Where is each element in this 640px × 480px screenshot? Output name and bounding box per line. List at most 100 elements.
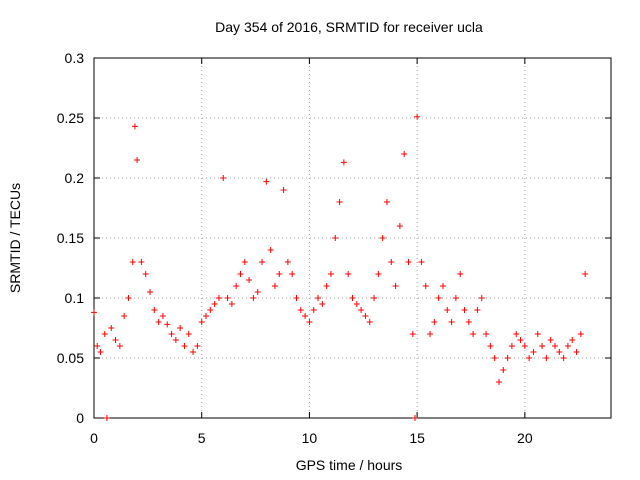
data-point xyxy=(405,259,412,265)
data-point xyxy=(198,319,205,325)
data-point xyxy=(267,247,274,253)
data-point xyxy=(108,325,115,331)
x-tick-label: 0 xyxy=(90,430,98,446)
data-point xyxy=(134,157,141,163)
data-point xyxy=(435,295,442,301)
data-point xyxy=(409,331,416,337)
data-point xyxy=(121,313,128,319)
data-point xyxy=(138,259,145,265)
data-point xyxy=(259,259,266,265)
data-point xyxy=(310,307,317,313)
data-point xyxy=(289,271,296,277)
data-point xyxy=(241,259,248,265)
data-point xyxy=(315,295,322,301)
x-tick-label: 5 xyxy=(198,430,206,446)
data-point xyxy=(379,235,386,241)
data-point xyxy=(181,343,188,349)
data-point xyxy=(224,295,231,301)
data-point xyxy=(254,289,261,295)
data-point xyxy=(332,235,339,241)
data-point xyxy=(284,259,291,265)
data-point xyxy=(280,187,287,193)
data-point xyxy=(556,349,563,355)
data-point xyxy=(207,307,214,313)
data-point xyxy=(452,295,459,301)
data-point xyxy=(203,313,210,319)
data-point xyxy=(573,349,580,355)
data-point xyxy=(487,343,494,349)
data-point xyxy=(577,331,584,337)
data-point xyxy=(147,289,154,295)
data-point xyxy=(396,223,403,229)
data-point xyxy=(319,301,326,307)
data-point xyxy=(560,355,567,361)
data-point xyxy=(177,325,184,331)
data-point xyxy=(250,295,257,301)
y-tick-label: 0 xyxy=(76,410,84,426)
data-point xyxy=(521,343,528,349)
data-point xyxy=(551,343,558,349)
plot-frame xyxy=(93,57,612,419)
data-point xyxy=(431,319,438,325)
data-point xyxy=(103,415,110,421)
data-point xyxy=(401,151,408,157)
data-point xyxy=(306,319,313,325)
data-point xyxy=(340,159,347,166)
data-point xyxy=(220,175,227,181)
data-point xyxy=(504,355,511,361)
data-point xyxy=(495,379,502,385)
data-point xyxy=(569,337,576,343)
data-point xyxy=(461,307,468,313)
chart-title: Day 354 of 2016, SRMTID for receiver ucl… xyxy=(215,19,483,35)
data-point xyxy=(215,295,222,301)
data-point xyxy=(392,283,399,289)
data-points xyxy=(91,113,589,421)
data-point xyxy=(349,295,356,301)
grid-lines xyxy=(94,58,611,418)
data-point xyxy=(547,337,554,343)
x-tick-label: 10 xyxy=(302,430,318,446)
data-point xyxy=(131,123,138,130)
data-point xyxy=(366,319,373,325)
data-point xyxy=(116,343,123,349)
data-point xyxy=(164,321,171,328)
data-point xyxy=(470,331,477,337)
data-point xyxy=(297,307,304,313)
data-point xyxy=(151,307,158,313)
data-point xyxy=(125,295,132,301)
data-point xyxy=(168,331,175,337)
data-point xyxy=(427,331,434,337)
data-point xyxy=(276,271,283,277)
data-point xyxy=(564,343,571,349)
data-point xyxy=(327,271,334,277)
data-point xyxy=(211,301,218,307)
data-point xyxy=(172,337,179,343)
data-point xyxy=(371,295,378,301)
data-point xyxy=(526,355,533,361)
data-point xyxy=(513,331,520,337)
data-point xyxy=(271,283,278,289)
x-tick-label: 15 xyxy=(409,430,425,446)
data-point xyxy=(336,199,343,205)
x-tick-labels: 0 5 10 15 20 xyxy=(90,430,533,446)
data-point xyxy=(534,331,541,337)
data-point xyxy=(263,178,270,185)
data-point xyxy=(383,199,390,205)
data-point xyxy=(246,277,253,283)
data-point xyxy=(483,331,490,337)
data-point xyxy=(358,307,365,313)
data-point xyxy=(293,295,300,301)
y-tick-labels: 0 0.05 0.1 0.15 0.2 0.25 0.3 xyxy=(57,50,84,426)
data-point xyxy=(474,307,481,313)
axis-ticks xyxy=(93,57,611,419)
y-tick-label: 0.2 xyxy=(65,170,85,186)
data-point xyxy=(112,337,119,343)
y-tick-label: 0.25 xyxy=(57,110,84,126)
data-point xyxy=(129,259,136,265)
data-point xyxy=(422,283,429,289)
data-point xyxy=(444,307,451,313)
data-point xyxy=(517,337,524,343)
y-tick-label: 0.3 xyxy=(65,50,85,66)
data-point xyxy=(500,367,507,373)
